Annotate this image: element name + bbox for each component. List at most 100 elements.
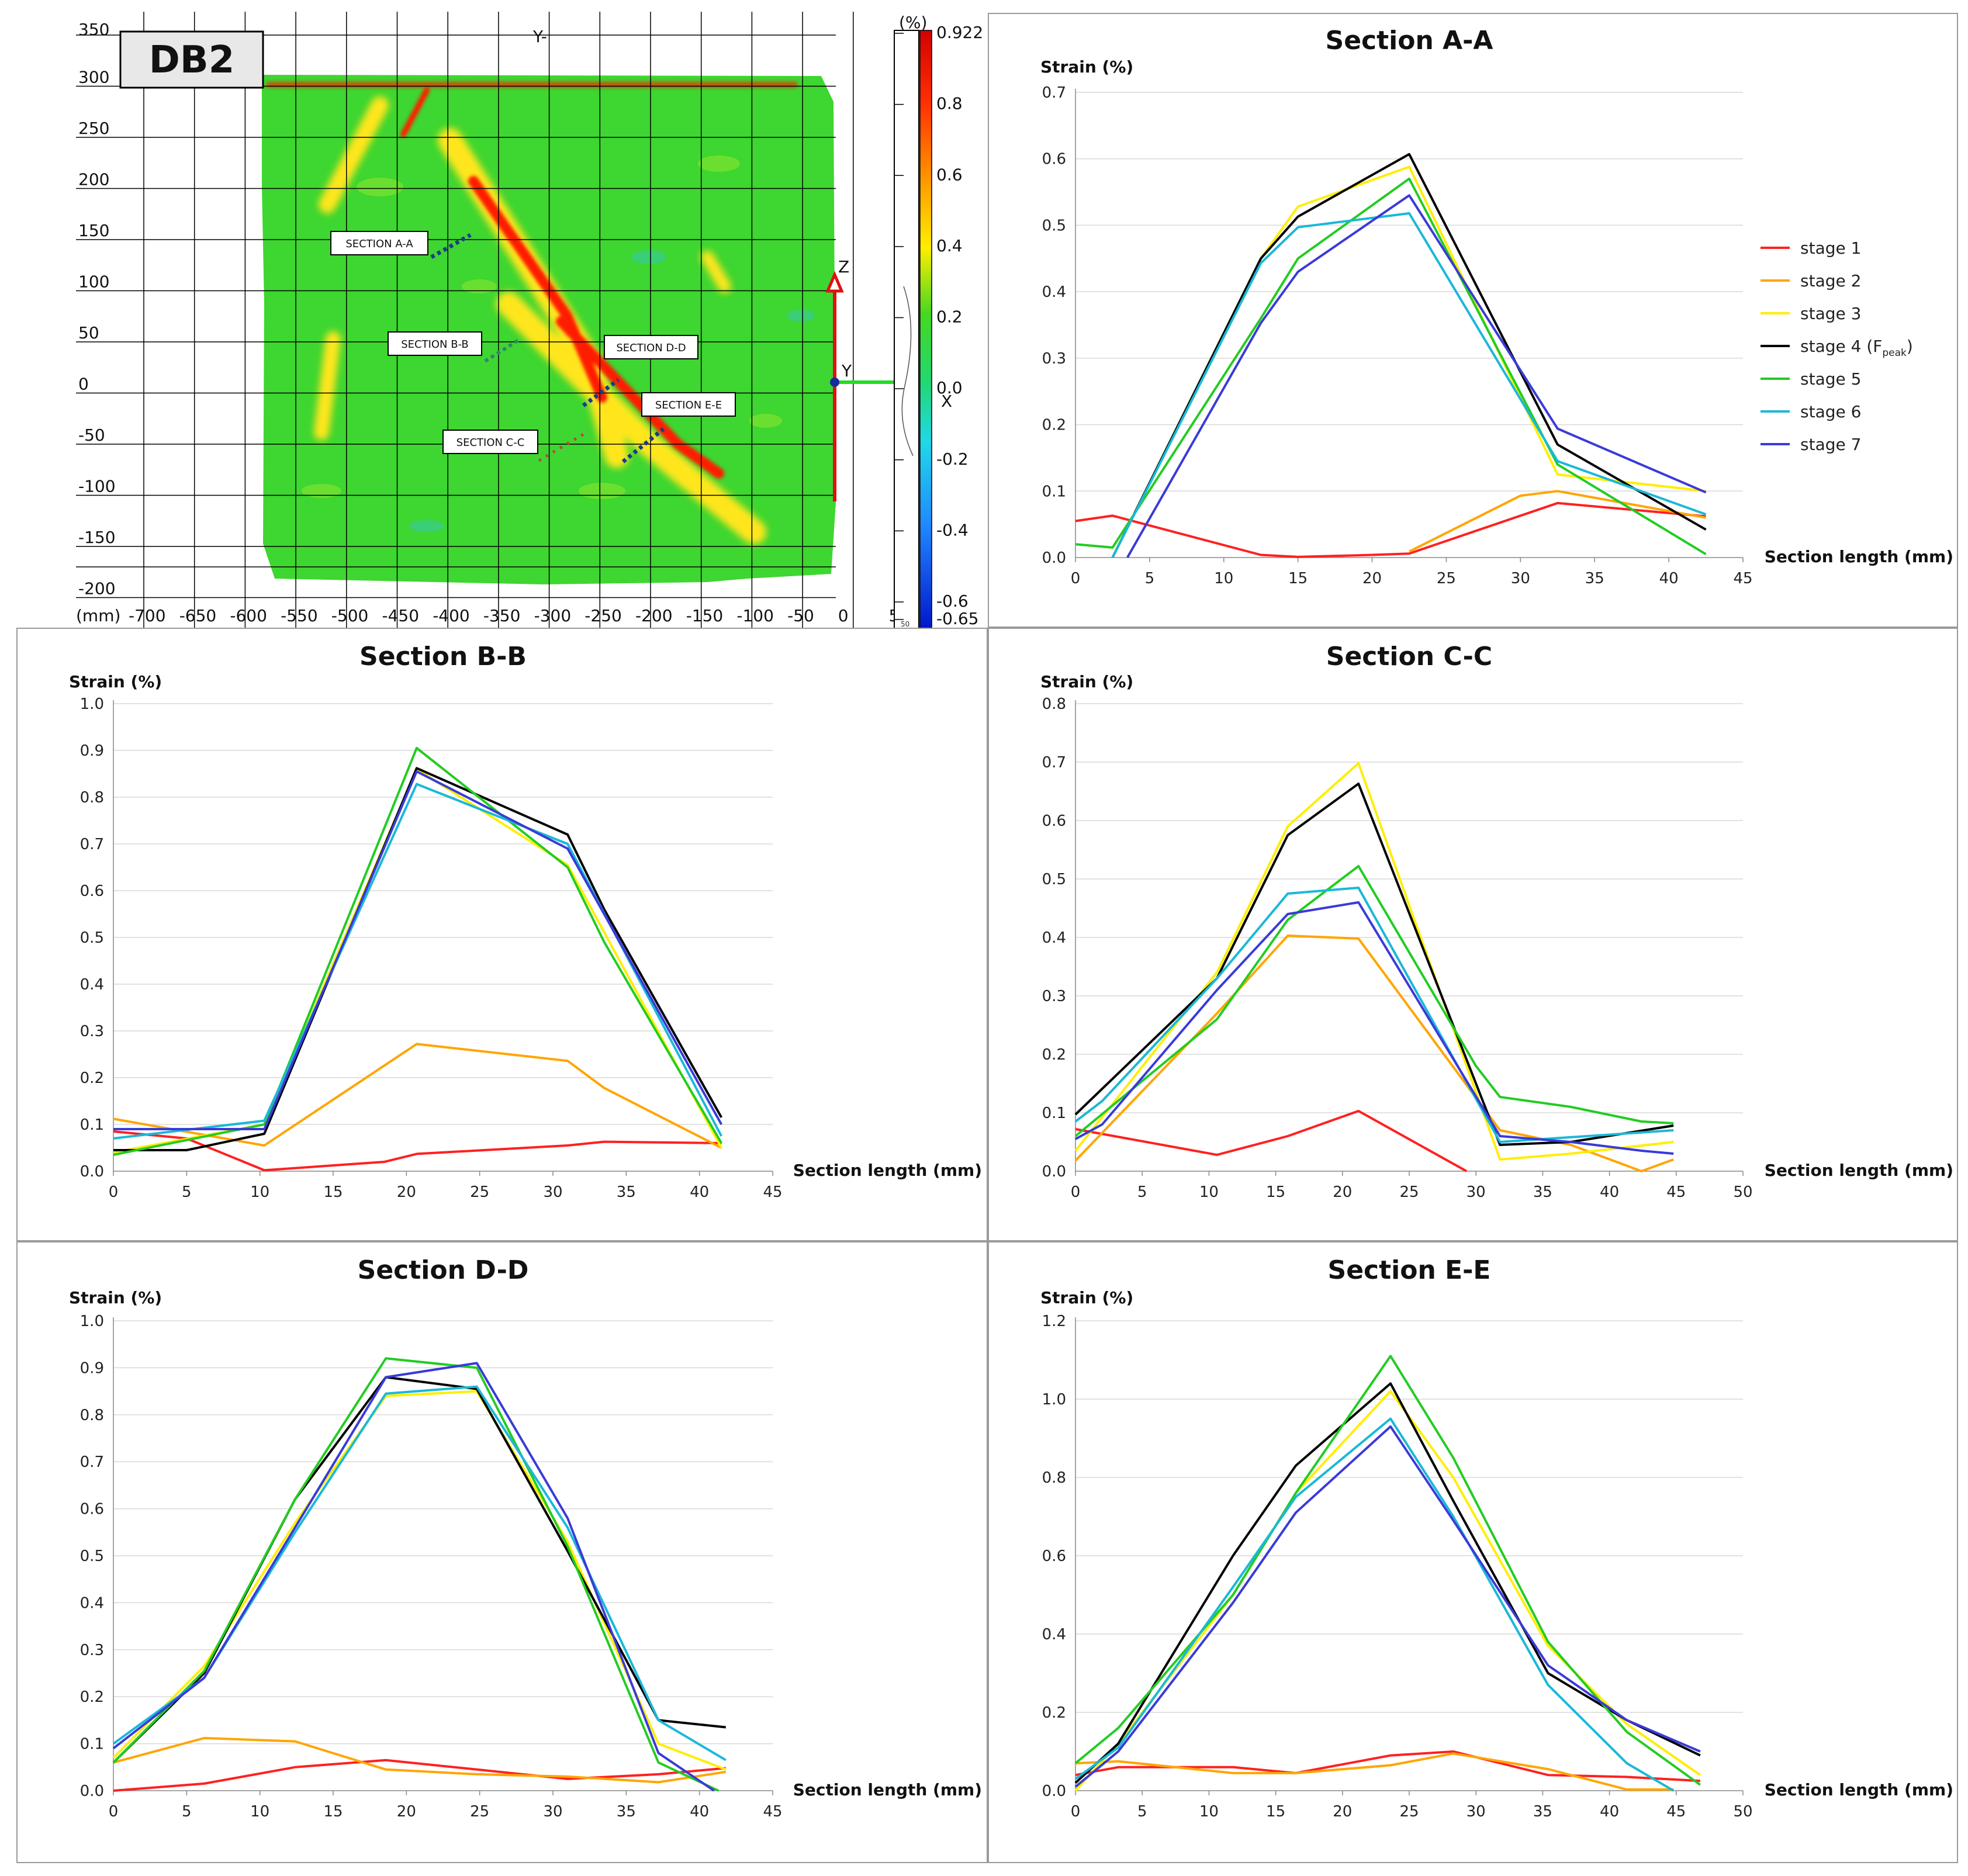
chart-title: Section D-D [358, 1255, 529, 1285]
specimen-box [119, 30, 264, 89]
x-tick-label: 10 [1214, 570, 1233, 587]
series-line-stage-6 [1074, 1417, 1675, 1792]
x-tick-label: 35 [617, 1183, 636, 1201]
series-line-stage-1 [113, 1130, 722, 1172]
x-axis-label: Section length (mm) [1765, 547, 1953, 566]
map-x-tick: -450 [382, 606, 420, 625]
x-tick-label: 0 [1071, 1183, 1081, 1201]
y-tick-label: 0.9 [80, 742, 104, 760]
legend-entry: stage 3 [1800, 304, 1861, 323]
y-tick-label: 1.0 [1042, 1391, 1066, 1408]
x-tick-label: 15 [1266, 1803, 1285, 1820]
x-tick-label: 40 [690, 1183, 709, 1201]
y-tick-label: 0.2 [1042, 1704, 1066, 1722]
y-tick-label: 0.8 [1042, 1469, 1066, 1487]
x-tick-label: 30 [543, 1183, 562, 1201]
y-axis-label: Strain (%) [69, 1288, 162, 1307]
chart-svg-dd: Section D-D Strain (%) Section length (mm)… [69, 1255, 982, 1820]
series-line-stage-4 [1074, 1382, 1701, 1784]
y-tick-label: 0.2 [1042, 417, 1066, 434]
legend: stage 1 stage 2 stage 3 stage 4 (Fpeak) stag… [1761, 238, 1913, 454]
y-tick-label: 0.1 [80, 1116, 104, 1134]
chart-title: Section B-B [359, 642, 527, 672]
y-tick-label: 0.5 [80, 1548, 104, 1565]
map-y-tick: 100 [78, 272, 109, 292]
chart-section-dd: Section D-D Strain (%) Section length (mm)… [16, 1241, 988, 1863]
y-tick-label: 0.6 [1042, 812, 1066, 830]
x-tick-label: 5 [1137, 1183, 1147, 1201]
chart-title: Section A-A [1326, 26, 1493, 56]
x-axis-label: Section length (mm) [793, 1161, 982, 1180]
x-tick-label: 50 [1733, 1183, 1752, 1201]
chart-svg-aa: Section A-A Strain (%) Section length (mm)… [1040, 26, 1953, 587]
map-x-tick: -250 [584, 606, 622, 625]
colorbar-ticks: 0.922 0.8 0.6 0.4 0.2 0.0 -0.2 -0.4 -0.6-0.65 [894, 23, 983, 628]
map-y-tick: 350 [78, 20, 109, 39]
x-tick-label: 0 [109, 1183, 119, 1201]
map-x-tick: -300 [534, 606, 572, 625]
legend-entry: stage 7 [1800, 435, 1861, 454]
series-line-stage-3 [1074, 1390, 1701, 1792]
x-tick-label: 5 [182, 1803, 192, 1820]
y-tick-label: 1.0 [80, 1313, 104, 1330]
section-label-aa: SECTION A-A [345, 238, 413, 250]
x-tick-label: 20 [1333, 1803, 1352, 1820]
series-line-stage-2 [1409, 490, 1706, 553]
legend-entry: stage 5 [1800, 369, 1861, 389]
series-line-stage-1 [113, 1759, 726, 1792]
x-tick-label: 15 [1288, 570, 1308, 587]
x-tick-label: 15 [323, 1803, 343, 1820]
y-tick-label: 1.0 [80, 695, 104, 713]
y-tick-label: 0.1 [1042, 483, 1066, 500]
series-line-stage-5 [1074, 865, 1674, 1137]
y-tick-label: 0.4 [1042, 1626, 1066, 1643]
axis-y-label: Y [841, 361, 852, 380]
colorbar-tick: 0.4 [936, 236, 963, 255]
x-tick-label: 50 [1733, 1803, 1752, 1820]
colorbar-unit: (%) [899, 13, 927, 32]
y-axis-label: Strain (%) [1040, 57, 1133, 77]
colorbar-frame [894, 30, 919, 635]
map-x-tick: -50 [787, 606, 814, 625]
section-markers [430, 233, 665, 463]
map-y-tick: -50 [78, 425, 105, 445]
section-label-ee: SECTION E-E [655, 399, 722, 411]
y-tick-label: 0.3 [80, 1642, 104, 1659]
y-tick-label: 0.6 [80, 1501, 104, 1518]
y-tick-label: 0.7 [80, 1453, 104, 1471]
map-grid [76, 12, 854, 629]
series-line-stage-7 [1074, 1425, 1701, 1788]
map-x-tick: -100 [736, 606, 774, 625]
map-x-tick: -150 [686, 606, 724, 625]
chart-section-bb: Section B-B Strain (%) Section length (mm)… [16, 628, 988, 1241]
field-texture [302, 155, 815, 532]
x-axis-label: Section length (mm) [793, 1780, 982, 1799]
x-tick-label: 30 [1511, 570, 1530, 587]
x-tick-label: 0 [109, 1803, 119, 1820]
map-y-ticks: 350 300 250 200 150 100 50 0 -50 -100 -150 -200 [78, 20, 116, 598]
x-tick-label: 30 [543, 1803, 562, 1820]
x-tick-label: 25 [470, 1803, 489, 1820]
x-tick-label: 35 [1533, 1803, 1552, 1820]
section-label-boxes: SECTION A-A SECTION B-B SECTION C-C SECT… [330, 231, 736, 454]
y-tick-label: 0.0 [1042, 549, 1066, 567]
legend-entry: stage 6 [1800, 402, 1861, 421]
x-tick-label: 25 [1399, 1183, 1419, 1201]
map-x-tick: -700 [129, 606, 166, 625]
y-tick-label: 0.4 [80, 1594, 104, 1612]
colorbar-tick: -0.2 [936, 449, 969, 469]
x-tick-label: 0 [1071, 570, 1081, 587]
series-line-stage-7 [113, 770, 723, 1130]
section-label-cc: SECTION C-C [456, 437, 525, 449]
map-x-tick: -600 [230, 606, 267, 625]
map-y-tick: -150 [78, 528, 116, 547]
x-tick-label: 20 [397, 1183, 416, 1201]
legend-entry: stage 4 (Fpeak) [1800, 337, 1913, 359]
y-tick-label: 0.0 [80, 1782, 104, 1800]
map-x-ticks: -700 -650 -600 -550 -500 -450 -400 -350 -300 -250… [129, 606, 909, 625]
x-tick-label: 40 [1600, 1183, 1619, 1201]
x-tick-label: 35 [617, 1803, 636, 1820]
y-tick-label: 0.1 [80, 1736, 104, 1753]
y-tick-label: 0.6 [80, 882, 104, 900]
y-tick-label: 0.3 [1042, 350, 1066, 368]
